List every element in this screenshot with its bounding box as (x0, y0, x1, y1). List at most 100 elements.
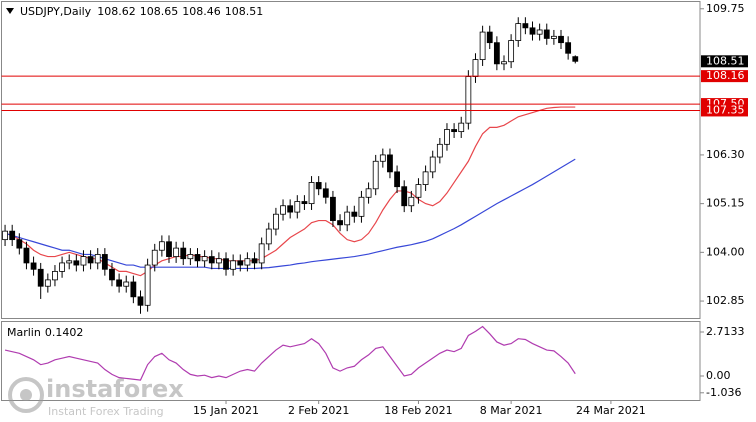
candle-body (372, 160, 379, 190)
candle-body (23, 247, 30, 264)
candle-body (465, 76, 472, 124)
candle-body (273, 213, 279, 230)
ohlc-close: 108.51 (225, 5, 264, 18)
x-tick-label: 18 Feb 2021 (384, 404, 452, 417)
candle-body (401, 186, 408, 207)
candle-body (351, 211, 358, 217)
candle-body (558, 35, 564, 44)
ohlc-open: 108.62 (97, 5, 136, 18)
x-tick-label: 8 Mar 2021 (480, 404, 543, 417)
candle-body (116, 279, 123, 287)
candle-body (130, 281, 137, 298)
candle-body (59, 262, 65, 272)
logo-ring (8, 377, 44, 413)
candle-body (201, 256, 208, 262)
candle-body (52, 271, 58, 281)
candle-body (315, 182, 322, 190)
candle-body (144, 264, 151, 306)
candle-body (173, 247, 180, 257)
candle-body (230, 260, 237, 270)
candle-body (458, 122, 465, 133)
candle-body (73, 260, 80, 266)
candle-body (137, 296, 144, 306)
x-tick-label: 15 Jan 2021 (193, 404, 259, 417)
indicator-title: Marlin (7, 326, 41, 339)
candle-body (344, 211, 351, 226)
y-tick-label: 106.30 (706, 148, 745, 161)
chart-title: USDJPY,Daily (20, 5, 92, 18)
candle-body (208, 256, 215, 264)
chart-header: USDJPY,Daily 108.62 108.65 108.46 108.51 (20, 5, 263, 18)
candle-body (151, 249, 158, 266)
y-tick-label: 102.85 (706, 294, 745, 307)
ohlc-high: 108.65 (140, 5, 179, 18)
y-tick-label: 109.75 (706, 2, 745, 15)
price-label-box (701, 55, 748, 68)
candle-body (109, 268, 115, 281)
candle-body (265, 228, 272, 245)
y-tick-label: -1.036 (706, 386, 741, 399)
candle-body (37, 268, 44, 287)
candle-body (536, 29, 543, 35)
candle-body (408, 196, 415, 207)
candle-body (9, 230, 16, 241)
candle-body (251, 258, 258, 264)
candle-body (436, 143, 443, 158)
candle-body (101, 254, 108, 270)
candle-body (66, 260, 73, 264)
level-label: 108.16 (706, 69, 745, 82)
y-tick-label: 104.00 (706, 245, 745, 258)
candle-body (508, 40, 515, 63)
candle-body (501, 61, 507, 65)
candle-body (287, 205, 294, 213)
candle-body (258, 243, 265, 264)
candle-body (2, 230, 8, 241)
candle-body (429, 156, 436, 173)
candle-body (543, 29, 550, 39)
candle-body (44, 279, 51, 287)
candle-body (337, 220, 343, 226)
candle-body (522, 23, 529, 29)
candle-body (330, 196, 336, 221)
menu-arrow[interactable] (6, 8, 14, 14)
candle-body (565, 42, 572, 54)
candle-body (365, 188, 372, 198)
watermark-brand: instaforex (46, 375, 184, 403)
x-tick-label: 24 Mar 2021 (576, 404, 646, 417)
indicator-pane (1, 321, 701, 401)
candle-body (294, 201, 301, 213)
candle-body (180, 247, 187, 260)
y-tick-label: 2.7133 (706, 325, 745, 338)
candle-body (123, 281, 130, 287)
y-tick-label: 105.15 (706, 197, 745, 210)
candle-body (80, 256, 87, 266)
candle-body (244, 258, 251, 266)
candle-body (415, 184, 422, 198)
candle-body (94, 254, 101, 264)
candle-body (87, 256, 94, 264)
candle-body (529, 27, 536, 35)
candle-body (486, 31, 493, 44)
watermark-tagline: Instant Forex Trading (48, 405, 164, 418)
candle-body (479, 31, 486, 61)
candle-body (358, 196, 365, 217)
watermark: instaforex Instant Forex Trading (8, 375, 184, 418)
candle-body (379, 154, 386, 162)
x-tick-label: 2 Feb 2021 (288, 404, 349, 417)
candle-body (301, 201, 308, 205)
indicator-line (4, 325, 576, 381)
price-label: 108.51 (706, 54, 745, 67)
candle-body (451, 129, 457, 133)
candle-body (493, 42, 500, 65)
candle-body (472, 59, 479, 77)
candle-body (515, 23, 522, 41)
candle-body (280, 205, 286, 215)
level-label-box (701, 70, 748, 83)
candle-body (444, 129, 450, 145)
candle-body (30, 262, 37, 270)
candle-body (308, 182, 315, 205)
candle-body (223, 258, 229, 270)
candle-body (322, 188, 329, 198)
ohlc-low: 108.46 (182, 5, 221, 18)
